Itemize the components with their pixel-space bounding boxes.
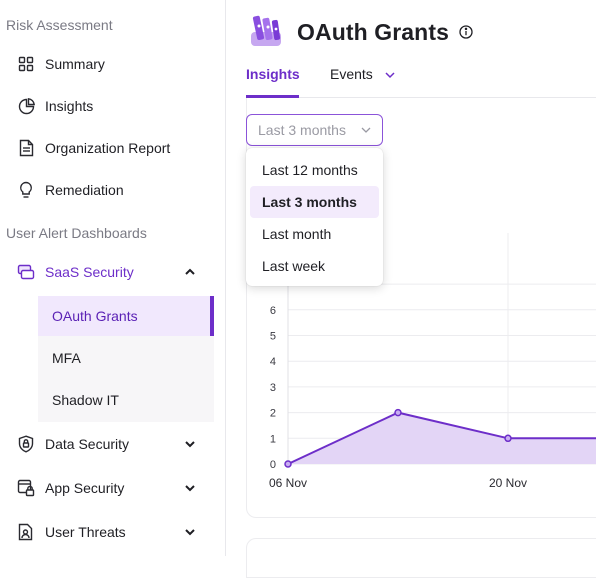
option-last-12-months[interactable]: Last 12 months (262, 162, 358, 178)
area-chart: 0 1 2 3 4 5 6 06 Nov 20 Nov (269, 233, 596, 490)
sidebar-item-remediation[interactable]: Remediation (0, 170, 226, 210)
sidebar-item-label: User Threats (45, 524, 126, 540)
info-icon[interactable] (459, 25, 473, 39)
y-tick-label: 2 (270, 408, 276, 420)
subitem-label: Shadow IT (52, 392, 119, 408)
time-range-value: Last 3 months (258, 122, 346, 138)
chevron-down-icon (185, 441, 195, 448)
data-point (394, 408, 402, 417)
layers-icon (16, 262, 36, 282)
sidebar-item-label: Organization Report (45, 140, 171, 156)
sidebar-item-label: Remediation (45, 182, 124, 198)
series-line (287, 411, 596, 465)
option-last-3-months[interactable]: Last 3 months (250, 186, 379, 218)
subitem-label: OAuth Grants (52, 308, 138, 324)
chevron-down-icon (185, 529, 195, 536)
grid-icon (16, 54, 36, 74)
y-tick-label: 1 (270, 433, 276, 445)
sidebar-subitem-mfa[interactable]: MFA (38, 338, 214, 378)
y-tick-label: 5 (270, 331, 276, 343)
y-tick-label: 4 (270, 356, 276, 368)
tab-label: Events (330, 66, 373, 82)
x-tick-label: 20 Nov (489, 476, 527, 490)
sidebar-item-label: SaaS Security (45, 264, 134, 280)
chevron-down-icon (361, 127, 371, 133)
app-lock-icon (16, 478, 36, 498)
active-tab-indicator (246, 95, 299, 98)
area-fill (288, 412, 596, 464)
y-tick-label: 6 (270, 305, 276, 317)
tab-events[interactable]: Events (330, 66, 396, 82)
main-content: OAuth Grants Insights Events 0 1 2 3 4 5 6 06 N… (227, 0, 596, 578)
user-threat-icon (16, 522, 36, 542)
y-tick-label: 3 (270, 382, 276, 394)
lightbulb-icon (16, 180, 36, 200)
sidebar-item-label: Summary (45, 56, 105, 72)
chevron-up-icon (185, 268, 195, 275)
sidebar-item-organization-report[interactable]: Organization Report (0, 128, 226, 168)
sidebar-subitem-shadow-it[interactable]: Shadow IT (38, 380, 214, 420)
sidebar-item-insights[interactable]: Insights (0, 86, 226, 126)
document-icon (16, 138, 36, 158)
subitem-label: MFA (52, 350, 81, 366)
sidebar-item-user-threats[interactable]: User Threats (0, 512, 226, 552)
sidebar-item-app-security[interactable]: App Security (0, 468, 226, 508)
sidebar-item-summary[interactable]: Summary (0, 44, 226, 84)
lock-shield-icon (16, 434, 36, 454)
sidebar-item-label: Insights (45, 98, 94, 114)
sidebar-item-saas-security[interactable]: SaaS Security (0, 252, 226, 292)
chevron-down-icon (185, 485, 195, 492)
section-heading-risk-assessment: Risk Assessment (6, 17, 113, 33)
tab-insights[interactable]: Insights (246, 66, 300, 82)
saas-submenu: OAuth Grants MFA Shadow IT (38, 296, 214, 422)
option-last-week[interactable]: Last week (262, 258, 326, 274)
x-tick-label: 06 Nov (269, 476, 307, 490)
sidebar-item-label: Data Security (45, 436, 130, 452)
option-last-month[interactable]: Last month (262, 226, 332, 242)
time-range-select[interactable]: Last 3 months (246, 114, 383, 146)
page-title: OAuth Grants (297, 18, 449, 45)
pie-chart-icon (16, 96, 36, 116)
section-heading-user-alert-dashboards: User Alert Dashboards (6, 225, 147, 241)
time-range-dropdown: Last 12 months Last 3 months Last month … (246, 148, 383, 286)
insights-card: 0 1 2 3 4 5 6 06 Nov 20 Nov (246, 98, 596, 518)
chevron-down-icon (385, 72, 395, 79)
sidebar-item-data-security[interactable]: Data Security (0, 424, 226, 464)
sidebar-subitem-oauth-grants[interactable]: OAuth Grants (38, 296, 214, 336)
data-point (504, 434, 512, 443)
tab-bar: Insights Events (246, 58, 596, 98)
y-tick-label: 0 (270, 459, 276, 471)
page-header: OAuth Grants (247, 12, 473, 52)
secondary-card (246, 538, 596, 578)
sidebar: Risk Assessment Summary Insights Organiz… (0, 0, 226, 556)
sidebar-item-label: App Security (45, 480, 125, 496)
oauth-grants-icon (251, 15, 281, 46)
data-point (284, 460, 292, 468)
